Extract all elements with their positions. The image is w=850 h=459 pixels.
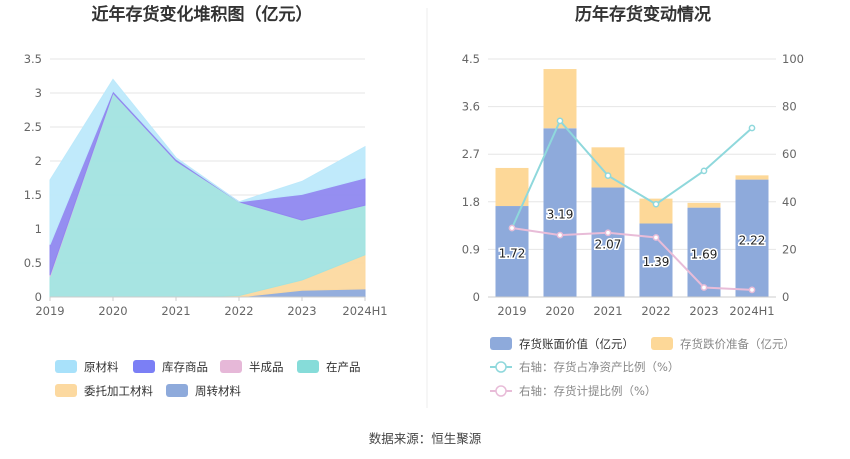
y-tick-label: 1.8 (462, 195, 480, 209)
legend-label: 原材料 (84, 360, 119, 374)
y-tick-label: 2.5 (24, 120, 42, 134)
legend-swatch (133, 360, 155, 373)
legend-label: 库存商品 (162, 360, 208, 374)
legend-swatch (166, 384, 188, 397)
x-tick-label: 2022 (641, 304, 670, 318)
stacked-area-chart: 近年存货变化堆积图（亿元） 0 0.5 1 1.5 2 2.5 3 3.5 2019 2020 20… (24, 4, 388, 398)
line-point (556, 117, 564, 125)
left-axes: 0 0.5 1 1.5 2 2.5 3 3.5 2019 2020 2021 2022 2023 2024… (24, 52, 388, 318)
x-tick-label: 2020 (545, 304, 574, 318)
bar-value-label: 1.39 (643, 255, 670, 269)
line-point (604, 229, 612, 237)
x-tick-label: 2021 (593, 304, 622, 318)
y-tick-label: 3.5 (24, 52, 42, 66)
left-area-series (49, 78, 366, 298)
left-chart-title: 近年存货变化堆积图（亿元） (92, 4, 313, 25)
legend-swatch (651, 337, 673, 350)
legend-label: 右轴：存货计提比例（%） (519, 384, 656, 398)
bar-book-value (735, 179, 769, 297)
legend-label: 半成品 (249, 360, 284, 374)
legend-label: 委托加工材料 (84, 384, 153, 398)
bar-impairment (495, 167, 529, 207)
right-line-series: 1.72 3.19 2.07 1.39 1.69 2.22 (497, 117, 767, 294)
y2-tick-label: 80 (782, 100, 797, 114)
bar-book-value (591, 187, 625, 297)
bar-value-label: 3.19 (547, 208, 574, 222)
bar-book-value (687, 207, 721, 297)
right-axes: 0 0.9 1.8 2.7 3.6 4.5 0 20 40 60 80 100 2019 2020 2021… (462, 52, 804, 318)
line-point (556, 231, 564, 239)
x-tick-label: 2021 (161, 304, 190, 318)
y-tick-label: 0.5 (24, 256, 42, 270)
x-tick-label: 2024H1 (342, 304, 387, 318)
x-tick-label: 2019 (35, 304, 64, 318)
line-point (748, 286, 756, 294)
legend-label: 在产品 (326, 360, 361, 374)
line-右轴：存货占净资产比例（%） (511, 119, 753, 229)
bar-impairment (735, 175, 769, 180)
bar-impairment (687, 202, 721, 208)
bar-book-value (543, 128, 577, 297)
legend-label: 右轴：存货占净资产比例（%） (519, 360, 679, 374)
bar-value-label: 2.22 (739, 233, 766, 247)
line-point (700, 167, 708, 175)
line-右轴：存货计提比例（%） (511, 226, 753, 291)
line-point (700, 284, 708, 291)
x-tick-label: 2020 (98, 304, 127, 318)
right-legend: 存货账面价值（亿元） 存货跌价准备（亿元）右轴：存货占净资产比例（%） 右轴：存货计… (490, 337, 795, 398)
line-point (508, 224, 516, 232)
legend-swatch (55, 384, 77, 397)
y2-tick-label: 100 (782, 52, 804, 66)
legend-swatch (220, 360, 242, 373)
x-tick-label: 2024H1 (729, 304, 774, 318)
right-gridlines (488, 58, 776, 298)
y-tick-label: 1 (35, 222, 42, 236)
bar-value-label: 1.72 (499, 247, 526, 261)
right-chart-title: 历年存货变动情况 (575, 4, 711, 25)
legend-swatch (490, 337, 512, 350)
y-tick-label: 0 (473, 290, 480, 304)
line-point (604, 172, 612, 179)
x-tick-label: 2023 (689, 304, 718, 318)
bar-book-value (495, 206, 529, 297)
line-point (748, 124, 756, 132)
y-tick-label: 4.5 (462, 52, 480, 66)
legend-marker (495, 361, 507, 373)
line-point (652, 200, 660, 208)
y-tick-label: 3 (35, 86, 42, 100)
bar-value-label: 2.07 (595, 237, 622, 251)
legend-swatch (55, 360, 77, 373)
area-原材料 (49, 78, 366, 245)
y-tick-label: 0 (35, 290, 42, 304)
legend-swatch (297, 360, 319, 373)
y2-tick-label: 20 (782, 242, 797, 256)
y-tick-label: 2 (35, 154, 42, 168)
inventory-combo-chart: 历年存货变动情况 1.72 3.19 2.07 1.39 1.69 2.22 0 0.9 1.… (462, 4, 804, 398)
x-tick-label: 2023 (287, 304, 316, 318)
y-tick-label: 1.5 (24, 188, 42, 202)
y-tick-label: 2.7 (462, 147, 480, 161)
legend-marker (495, 385, 507, 397)
data-source: 数据来源：恒生聚源 (369, 431, 482, 446)
x-tick-label: 2019 (497, 304, 526, 318)
y-tick-label: 3.6 (462, 100, 480, 114)
y-tick-label: 0.9 (462, 242, 480, 256)
bar-impairment (591, 147, 625, 188)
line-point (652, 234, 660, 241)
right-bar-series (495, 69, 769, 297)
legend-label: 存货跌价准备（亿元） (680, 337, 795, 351)
x-tick-label: 2022 (224, 304, 253, 318)
y2-tick-label: 0 (782, 290, 789, 304)
y2-tick-label: 40 (782, 195, 797, 209)
legend-label: 存货账面价值（亿元） (519, 337, 634, 351)
legend-label: 周转材料 (195, 384, 241, 398)
bar-value-label: 1.69 (691, 247, 718, 261)
y2-tick-label: 60 (782, 147, 797, 161)
